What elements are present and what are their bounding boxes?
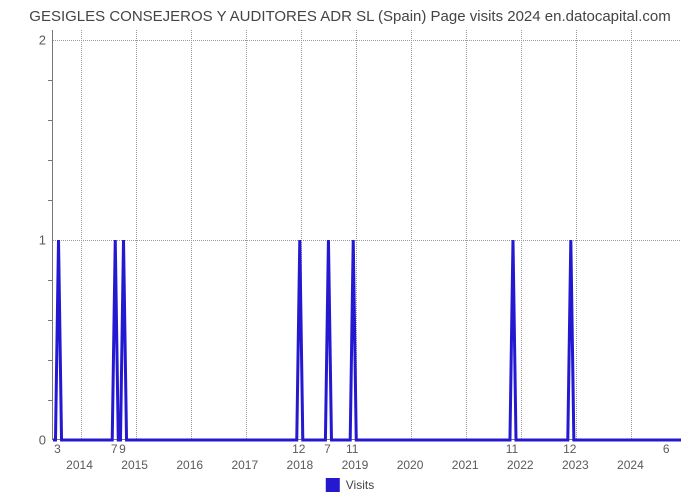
x-tick-label: 2015 bbox=[121, 458, 148, 472]
spike-value-label: 9 bbox=[119, 442, 126, 456]
y-tick-label: 0 bbox=[6, 433, 46, 448]
spike-value-label: 7 bbox=[111, 442, 118, 456]
chart-title: GESIGLES CONSEJEROS Y AUDITORES ADR SL (… bbox=[0, 0, 700, 25]
x-tick-label: 2020 bbox=[397, 458, 424, 472]
spike-value-label: 12 bbox=[563, 442, 576, 456]
legend: Visits bbox=[326, 478, 374, 492]
spike-value-label: 11 bbox=[346, 442, 358, 456]
x-tick-label: 2023 bbox=[562, 458, 589, 472]
spike-value-label: 7 bbox=[324, 442, 331, 456]
x-tick-label: 2016 bbox=[176, 458, 203, 472]
y-tick-label: 2 bbox=[6, 33, 46, 48]
x-tick-label: 2024 bbox=[617, 458, 644, 472]
x-tick-label: 2014 bbox=[66, 458, 93, 472]
x-tick-label: 2022 bbox=[507, 458, 534, 472]
spike-value-label: 6 bbox=[663, 442, 670, 456]
visits-line bbox=[53, 30, 681, 440]
spike-value-label: 3 bbox=[54, 442, 61, 456]
x-tick-label: 2017 bbox=[231, 458, 258, 472]
spike-value-label: 11 bbox=[506, 442, 518, 456]
legend-swatch bbox=[326, 478, 340, 492]
x-tick-label: 2021 bbox=[452, 458, 479, 472]
spike-value-label: 12 bbox=[292, 442, 305, 456]
y-tick-label: 1 bbox=[6, 233, 46, 248]
chart-container: GESIGLES CONSEJEROS Y AUDITORES ADR SL (… bbox=[0, 0, 700, 500]
legend-label: Visits bbox=[346, 478, 374, 492]
x-tick-label: 2019 bbox=[342, 458, 369, 472]
x-tick-label: 2018 bbox=[287, 458, 314, 472]
plot-area bbox=[52, 30, 680, 440]
